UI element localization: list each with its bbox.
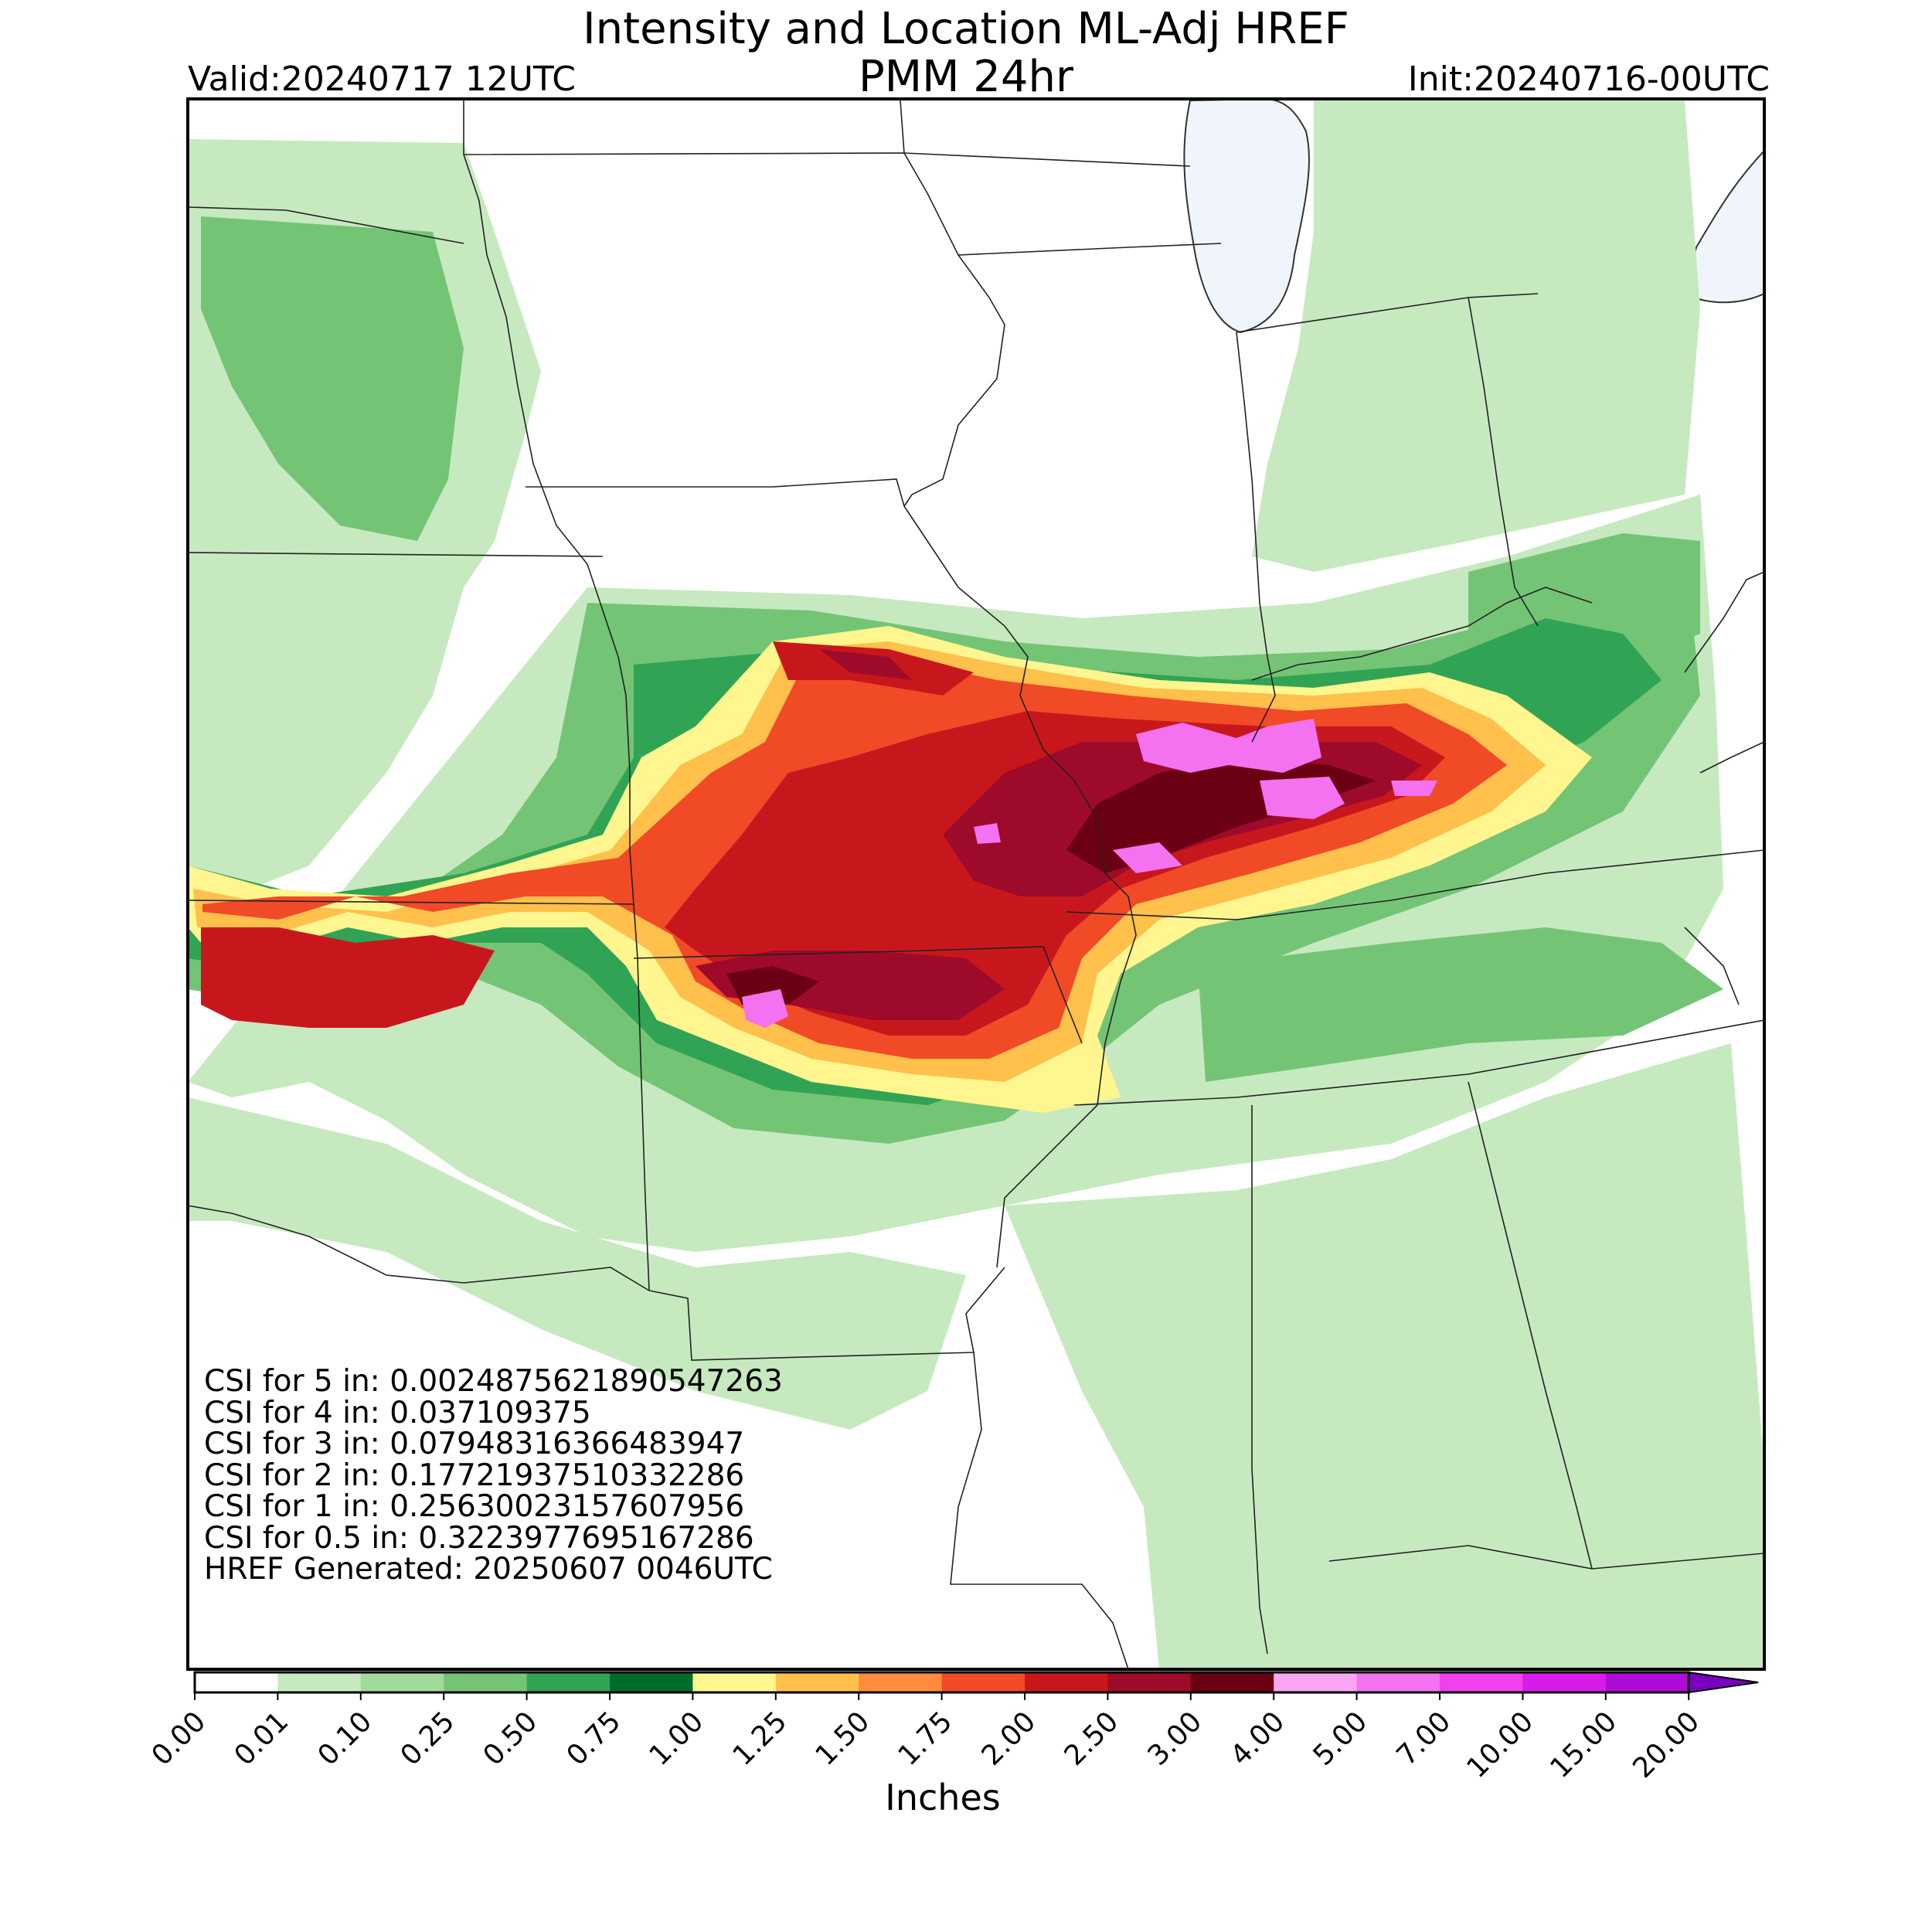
chart-title-line2: PMM 24hr — [859, 52, 1073, 102]
colorbar-segment — [1605, 1672, 1689, 1692]
colorbar-segment — [360, 1672, 444, 1692]
chart-title-line1: Intensity and Location ML-Adj HREF — [583, 4, 1349, 54]
csi-0.5in-line: CSI for 0.5 in: 0.3223977695167286 — [204, 1520, 754, 1556]
csi-5in-line: CSI for 5 in: 0.0024875621890547263 — [204, 1364, 783, 1399]
csi-stats-box: CSI for 5 in: 0.0024875621890547263 CSI … — [204, 1366, 783, 1586]
colorbar-segment — [1107, 1672, 1192, 1692]
lake-michigan — [1183, 99, 1310, 334]
colorbar-segment — [444, 1672, 528, 1692]
precip-pink — [742, 719, 1437, 1028]
colorbar-segment — [775, 1672, 859, 1692]
lake-huron — [1683, 149, 1764, 304]
csi-4in-line: CSI for 4 in: 0.037109375 — [204, 1395, 591, 1430]
colorbar-segment — [277, 1672, 362, 1692]
colorbar-label: Inches — [885, 1777, 1001, 1818]
colorbar-segment — [859, 1672, 943, 1692]
colorbar-segment — [1356, 1672, 1440, 1692]
colorbar-segment — [1274, 1672, 1358, 1692]
colorbar-segment — [610, 1672, 693, 1692]
csi-2in-line: CSI for 2 in: 0.17721937510332286 — [204, 1458, 745, 1493]
colorbar-segment — [1025, 1672, 1108, 1692]
colorbar-segment — [195, 1672, 278, 1692]
colorbar — [193, 1671, 1759, 1700]
map-frame — [186, 97, 1766, 1671]
csi-3in-line: CSI for 3 in: 0.07948316366483947 — [204, 1427, 745, 1461]
colorbar-segment — [1522, 1672, 1607, 1692]
colorbar-segment — [941, 1672, 1026, 1692]
state-borders — [188, 100, 1764, 1669]
href-generated-line: HREF Generated: 20250607 0046UTC — [204, 1552, 773, 1587]
colorbar-extend-arrow — [1688, 1671, 1759, 1694]
colorbar-segment — [1440, 1672, 1523, 1692]
map-content — [188, 99, 1764, 1669]
colorbar-segment — [526, 1672, 611, 1692]
csi-1in-line: CSI for 1 in: 0.25630023157607956 — [204, 1489, 745, 1524]
init-time-label: Init:20240716-00UTC — [1407, 60, 1770, 99]
colorbar-segment — [1190, 1672, 1274, 1692]
valid-time-label: Valid:20240717 12UTC — [188, 60, 577, 99]
colorbar-segment — [692, 1672, 777, 1692]
